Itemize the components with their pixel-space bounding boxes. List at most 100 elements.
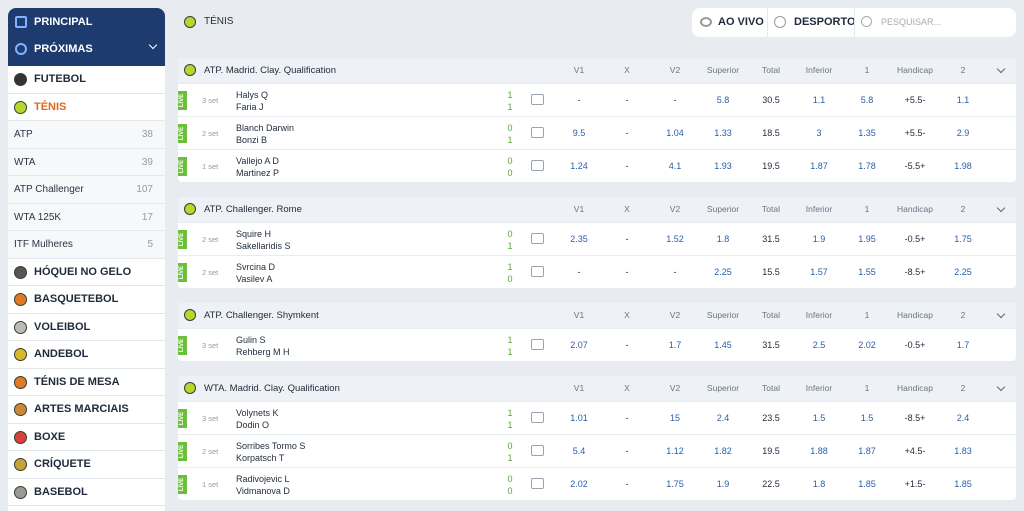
odd[interactable]: 2.4 (956, 413, 970, 423)
odd[interactable]: 1.24 (570, 161, 588, 171)
match-row[interactable]: LIVE 1 set Radivojevic L 0 Vidmanova D 0 2.02 -… (178, 467, 1016, 500)
score: 1 (507, 262, 513, 272)
odd[interactable]: 5.4 (572, 446, 586, 456)
sport-item[interactable]: TÉNIS DE MESA (8, 369, 165, 396)
odd[interactable]: 1.85 (858, 479, 876, 489)
odd[interactable]: 1.57 (810, 267, 828, 277)
stats-icon[interactable] (531, 478, 544, 489)
match-row[interactable]: LIVE 3 set Halys Q 1 Faria J 1 - - - 5.8 30.5 1.1 5.… (178, 83, 1016, 116)
odd[interactable]: 1.01 (570, 413, 588, 423)
odd[interactable]: 2.4 (716, 413, 730, 423)
odd[interactable]: 1.33 (714, 128, 732, 138)
score: 1 (507, 408, 513, 418)
nav-item[interactable]: PRÓXIMAS (34, 43, 93, 55)
league-title[interactable]: ATP. Challenger. Shymkent (204, 310, 319, 321)
sport-item[interactable]: FUTEBOL (8, 66, 165, 94)
sport-button[interactable]: DESPORTO (794, 16, 856, 28)
odd[interactable]: 1.88 (810, 446, 828, 456)
league-item[interactable]: ATP 38 (8, 121, 165, 149)
stats-icon[interactable] (531, 266, 544, 277)
search-input[interactable]: PESQUISAR... (881, 17, 942, 27)
odd[interactable]: 1.7 (956, 340, 970, 350)
odd[interactable]: 1.9 (812, 234, 826, 244)
match-row[interactable]: LIVE 3 set Volynets K 1 Dodin O 1 1.01 - 15 2.4 23… (178, 401, 1016, 434)
odd[interactable]: 1.52 (666, 234, 684, 244)
odd[interactable]: 1.82 (714, 446, 732, 456)
odd[interactable]: 2.02 (858, 340, 876, 350)
odd[interactable]: 2.25 (714, 267, 732, 277)
odd[interactable]: 1.93 (714, 161, 732, 171)
odd[interactable]: 1.78 (858, 161, 876, 171)
odd[interactable]: 1.45 (714, 340, 732, 350)
odd[interactable]: 2.25 (954, 267, 972, 277)
match-row[interactable]: LIVE 2 set Squire H 0 Sakellaridis S 1 2.35 - 1.… (178, 222, 1016, 255)
sport-item[interactable]: TÉNIS (8, 94, 165, 121)
sport-item[interactable]: BASQUETEBOL (8, 286, 165, 314)
league-title[interactable]: ATP. Challenger. Rome (204, 204, 302, 215)
odd[interactable]: 1.83 (954, 446, 972, 456)
league-item[interactable]: ITF Mulheres 5 (8, 231, 165, 259)
odd[interactable]: 5.8 (860, 95, 874, 105)
stats-icon[interactable] (531, 160, 544, 171)
odd[interactable]: 2.02 (570, 479, 588, 489)
odd[interactable]: 1.5 (812, 413, 826, 423)
match-row[interactable]: LIVE 1 set Vallejo A D 0 Martinez P 0 1.24 - 4.1… (178, 149, 1016, 182)
match-row[interactable]: LIVE 2 set Svrcina D 1 Vasilev A 0 - - - 2.25 15.5… (178, 255, 1016, 288)
sport-item[interactable]: BASEBOL (8, 479, 165, 506)
odd[interactable]: 3 (816, 128, 822, 138)
odd[interactable]: 2.9 (956, 128, 970, 138)
odd[interactable]: 5.8 (716, 95, 730, 105)
odd[interactable]: 1.5 (860, 413, 874, 423)
odd[interactable]: 1.9 (716, 479, 730, 489)
nav-item[interactable]: PRINCIPAL (34, 16, 93, 28)
odd[interactable]: 1.04 (666, 128, 684, 138)
odd[interactable]: 2.5 (812, 340, 826, 350)
stats-icon[interactable] (531, 339, 544, 350)
odd[interactable]: 9.5 (572, 128, 586, 138)
odd[interactable]: 1.1 (956, 95, 970, 105)
sport-item[interactable]: ARTES MARCIAIS (8, 396, 165, 424)
odd[interactable]: 1.98 (954, 161, 972, 171)
odd[interactable]: 1.85 (954, 479, 972, 489)
odd[interactable]: 1.8 (812, 479, 826, 489)
league-item[interactable]: WTA 125K 17 (8, 203, 165, 231)
sport-item[interactable]: ANDEBOL (8, 341, 165, 369)
odd[interactable]: 1.95 (858, 234, 876, 244)
score: 0 (507, 156, 513, 166)
odd[interactable]: 4.1 (668, 161, 682, 171)
set-info: 2 set (202, 268, 219, 277)
icon (14, 320, 27, 334)
odd[interactable]: 2.35 (570, 234, 588, 244)
odd[interactable]: 15 (669, 413, 680, 423)
sport-item[interactable]: BOXE (8, 424, 165, 451)
stats-icon[interactable] (531, 127, 544, 138)
odd[interactable]: 1.12 (666, 446, 684, 456)
odd[interactable]: 1.35 (858, 128, 876, 138)
odd[interactable]: 1.55 (858, 267, 876, 277)
stats-icon[interactable] (531, 445, 544, 456)
league-title[interactable]: ATP. Madrid. Clay. Qualification (204, 65, 336, 76)
odd[interactable]: 2.07 (570, 340, 588, 350)
stats-icon[interactable] (531, 233, 544, 244)
match-row[interactable]: LIVE 2 set Sorribes Tormo S 0 Korpatsch T 1 5.… (178, 434, 1016, 467)
league-item[interactable]: ATP Challenger 107 (8, 176, 165, 204)
stats-icon[interactable] (531, 412, 544, 423)
odd[interactable]: 1.7 (668, 340, 682, 350)
live-button[interactable]: AO VIVO (718, 16, 764, 28)
odd[interactable]: 1.87 (810, 161, 828, 171)
odd[interactable]: 1.75 (954, 234, 972, 244)
league-title[interactable]: WTA. Madrid. Clay. Qualification (204, 383, 340, 394)
stats-icon[interactable] (531, 94, 544, 105)
sport-item[interactable]: VOLEIBOL (8, 314, 165, 341)
odd[interactable]: 1.87 (858, 446, 876, 456)
league-item[interactable]: WTA 39 (8, 148, 165, 176)
sport-item[interactable]: CRÍQUETE (8, 451, 165, 479)
odd[interactable]: 1.75 (666, 479, 684, 489)
odd[interactable]: 1.1 (812, 95, 826, 105)
column-header: X (624, 383, 630, 393)
odd[interactable]: 1.8 (716, 234, 730, 244)
match-row[interactable]: LIVE 3 set Gulin S 1 Rehberg M H 1 2.07 - 1.7 1.4… (178, 328, 1016, 361)
match-row[interactable]: LIVE 2 set Blanch Darwin 0 Bonzi B 1 9.5 - 1.04 1… (178, 116, 1016, 149)
sport-item[interactable]: HÓQUEI NO GELO (8, 259, 165, 286)
